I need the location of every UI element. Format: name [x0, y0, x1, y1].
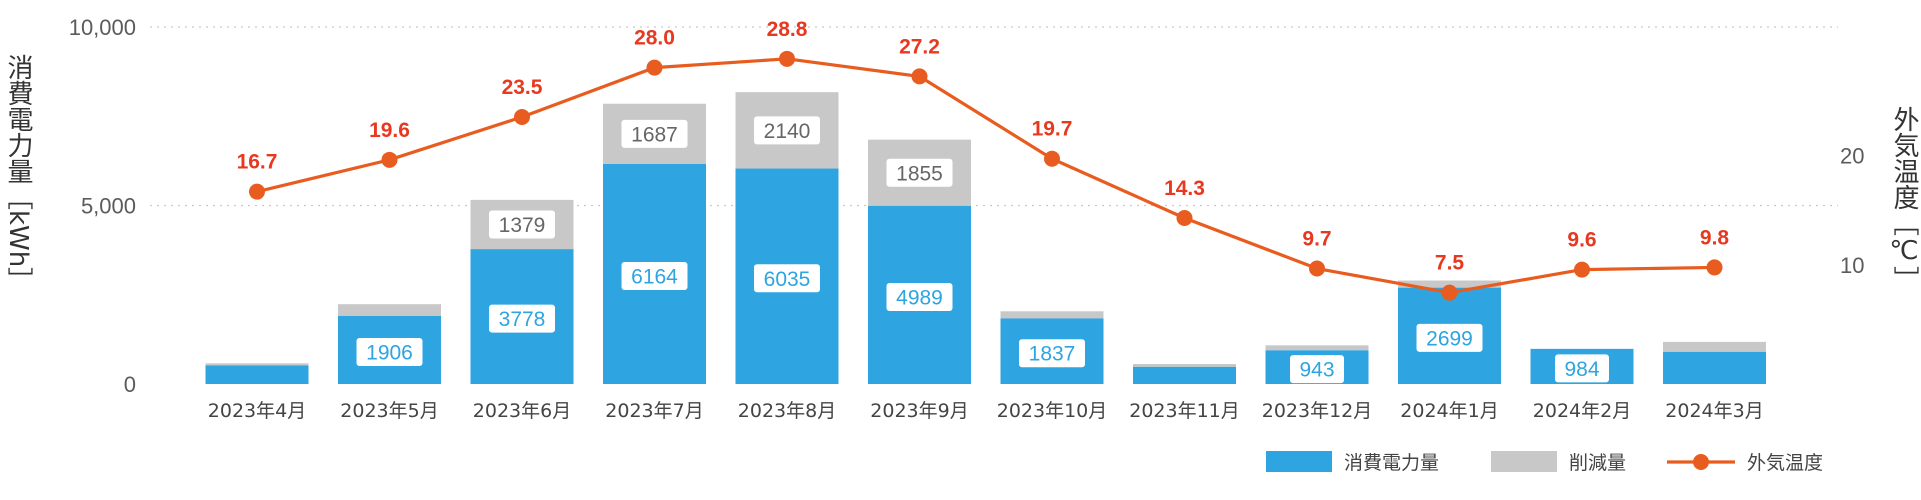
legend-swatch: [1491, 451, 1557, 472]
reduction-bar: [205, 363, 309, 366]
temperature-point: [249, 183, 265, 200]
left-tick-label: 5,000: [81, 194, 136, 219]
category-label: 2023年11月: [1129, 400, 1240, 422]
temperature-label: 16.7: [237, 151, 278, 174]
reduction-bar: [1398, 280, 1501, 288]
category-label: 2024年3月: [1665, 400, 1763, 422]
right-tick-label: 10: [1840, 253, 1864, 278]
category-label: 2023年5月: [340, 400, 438, 422]
reduction-label: 1855: [896, 162, 943, 185]
temperature-point: [1706, 259, 1723, 276]
temperature-line: [249, 50, 1723, 301]
temperature-label: 28.0: [634, 27, 675, 50]
temperature-point: [911, 68, 928, 85]
temperature-point: [514, 109, 530, 126]
left-axis-ticks: 0 5,000 10,000: [69, 15, 136, 397]
category-label: 2023年10月: [997, 400, 1108, 422]
category-label: 2024年2月: [1533, 400, 1631, 422]
right-axis-label: 外気温度［℃］: [1889, 106, 1919, 292]
temperature-label: 9.7: [1302, 228, 1331, 251]
consumption-label-box: [356, 337, 423, 366]
consumption-label: 984: [1564, 358, 1599, 381]
bar-data-labels: 1906 3778 1379 6164 1687 6035 2140 4989 1855 1837…: [356, 116, 1609, 384]
legend-swatch: [1266, 451, 1332, 472]
right-axis-ticks: 10 20: [1840, 143, 1864, 278]
reduction-bar: [1000, 311, 1104, 319]
reduction-bar: [1133, 364, 1236, 367]
temperature-labels: 16.7 19.6 23.5 28.0 28.8 27.2 19.7 14.3 9.7 7.5 9.…: [237, 18, 1730, 275]
consumption-label: 1837: [1029, 343, 1076, 366]
category-label: 2024年1月: [1400, 400, 1498, 422]
consumption-label: 4989: [896, 286, 943, 309]
temperature-label: 23.5: [502, 76, 543, 99]
consumption-label-box: [1019, 339, 1085, 368]
reduction-label-box: [489, 210, 555, 239]
temperature-label: 27.2: [899, 35, 940, 58]
consumption-label: 6035: [764, 268, 811, 291]
temperature-label: 9.8: [1700, 226, 1730, 249]
left-tick-label: 10,000: [69, 15, 136, 40]
consumption-label-box: [1555, 354, 1609, 383]
consumption-label-box: [1416, 323, 1483, 352]
temperature-line-path: [256, 57, 1715, 295]
left-tick-label: 0: [124, 372, 136, 397]
consumption-label-box: [621, 261, 688, 290]
legend-label: 削減量: [1569, 452, 1626, 474]
bars: [205, 92, 1766, 384]
category-label: 2023年12月: [1262, 400, 1373, 422]
legend-label: 消費電力量: [1344, 452, 1439, 474]
consumption-label-box: [886, 282, 953, 311]
temperature-label: 28.8: [767, 18, 808, 41]
category-label: 2023年8月: [738, 400, 836, 422]
temperature-point: [779, 50, 795, 67]
consumption-label-box: [754, 264, 820, 293]
consumption-label: 943: [1299, 359, 1334, 382]
temperature-label: 19.7: [1032, 118, 1073, 141]
legend-label: 外気温度: [1747, 452, 1823, 474]
category-label: 2023年7月: [605, 400, 703, 422]
temperature-label: 14.3: [1164, 177, 1205, 200]
temperature-point: [646, 59, 663, 76]
reduction-label-box: [886, 158, 953, 187]
gridlines: [150, 26, 1838, 207]
temperature-point: [1441, 284, 1458, 301]
category-label: 2023年4月: [208, 400, 306, 422]
consumption-label: 1906: [366, 341, 413, 364]
right-tick-label: 20: [1840, 143, 1864, 168]
temperature-point: [1309, 260, 1325, 277]
category-labels: 2023年4月 2023年5月 2023年6月 2023年7月 2023年8月 2023年…: [208, 400, 1764, 422]
consumption-label: 6164: [631, 265, 678, 288]
reduction-bar: [1663, 341, 1766, 352]
temperature-label: 19.6: [369, 119, 410, 142]
reduction-label: 1687: [631, 123, 678, 146]
left-axis-label: 消費電力量［kWh］: [3, 54, 33, 293]
reduction-label: 2140: [764, 120, 811, 143]
consumption-bar: [1133, 366, 1236, 384]
consumption-bar: [205, 365, 309, 384]
temperature-point: [381, 151, 398, 168]
reduction-label: 1379: [499, 214, 546, 237]
consumption-label: 3778: [499, 308, 546, 331]
legend-dot: [1693, 454, 1709, 470]
consumption-label-box: [489, 304, 555, 333]
temperature-label: 9.6: [1567, 229, 1596, 252]
reduction-bar: [338, 304, 441, 316]
temperature-point: [1044, 150, 1060, 167]
temperature-point: [1176, 210, 1193, 227]
reduction-bar: [1265, 345, 1369, 351]
consumption-bar: [1663, 351, 1766, 384]
category-label: 2023年6月: [473, 400, 571, 422]
temperature-point: [1574, 261, 1590, 278]
temperature-label: 7.5: [1435, 252, 1465, 275]
reduction-label-box: [754, 116, 820, 145]
legend: 消費電力量 削減量 外気温度: [1266, 451, 1823, 474]
consumption-label-box: [1290, 355, 1344, 384]
consumption-label: 2699: [1426, 327, 1473, 350]
reduction-label-box: [621, 119, 688, 148]
category-label: 2023年9月: [870, 400, 968, 422]
